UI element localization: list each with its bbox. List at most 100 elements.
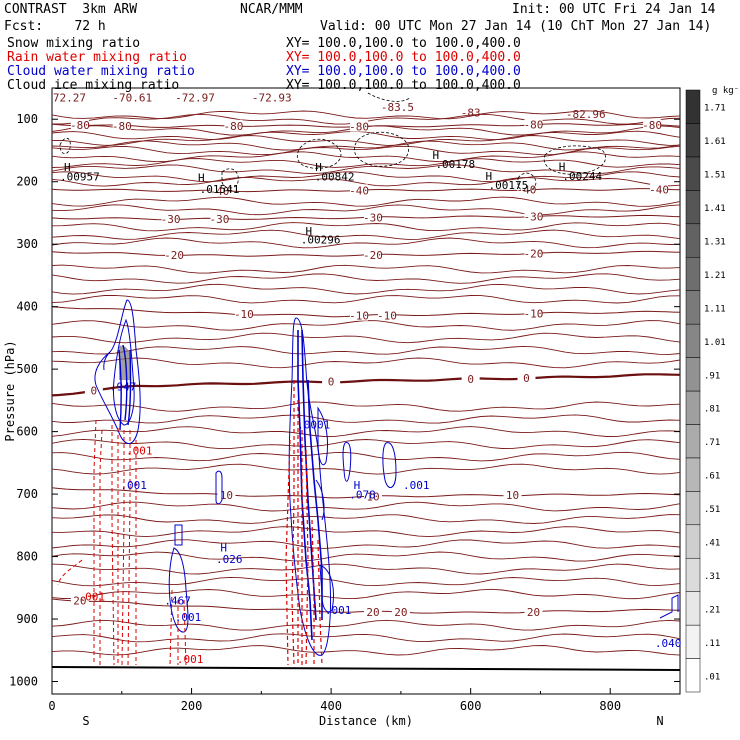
isotherm-line <box>51 145 681 156</box>
min-max-label: -83.5 <box>381 101 414 114</box>
isotherm-line <box>51 204 681 216</box>
isotherm-label-text: 10 <box>366 491 379 504</box>
y-tick-label: 700 <box>16 487 38 501</box>
isotherm-label: 0 <box>84 384 103 398</box>
colorbar-label: .11 <box>704 639 720 649</box>
colorbar-swatch <box>685 223 701 258</box>
y-tick-label: 200 <box>16 175 38 189</box>
isotherm-label-text: -10 <box>349 310 369 323</box>
legend-name-snow: Snow mixing ratio <box>7 36 141 51</box>
cloud-water-contour <box>215 470 223 505</box>
isotherm-label-text: -80 <box>223 120 243 133</box>
cloud-water-contour <box>382 442 397 488</box>
y-tick-label: 1000 <box>9 675 38 689</box>
isotherm-label: -40 <box>210 184 229 198</box>
plot-frame <box>51 87 681 695</box>
min-max-label: H <box>559 160 566 173</box>
isotherm-line <box>51 539 681 549</box>
isotherm-label-text: 10 <box>506 489 519 502</box>
colorbar-label: 1.71 <box>704 104 726 114</box>
x-axis-label: Distance (km) <box>319 714 413 728</box>
colorbar-swatch <box>685 323 701 358</box>
isotherm-label: -80 <box>349 120 369 134</box>
min-max-label: -72.93 <box>252 92 292 105</box>
isotherm-label: 20 <box>524 605 543 619</box>
colorbar-swatch <box>685 491 701 526</box>
isotherm-label: -30 <box>210 212 229 226</box>
min-max-label: .078 <box>349 488 376 501</box>
isotherm-label: -30 <box>161 213 181 226</box>
colorbar: g kg⁻¹ .01 .11 .21 .31 .41 .51 .61 .71 .81 .91 1.01… <box>685 86 740 693</box>
isotherm-line <box>51 463 681 475</box>
isotherm-label-text: -10 <box>377 309 397 322</box>
isotherm-line <box>51 222 681 232</box>
min-max-label: H <box>220 542 227 555</box>
cloud-ice-contour <box>517 172 537 192</box>
isotherm-line <box>51 401 681 412</box>
isotherm-label: -80 <box>112 119 132 133</box>
colorbar-swatch <box>685 624 701 659</box>
isotherm-label: -30 <box>363 211 383 225</box>
colorbar-label: 1.51 <box>704 171 726 181</box>
isotherm-line <box>51 645 681 656</box>
isotherm-label-text: -20 <box>363 249 383 262</box>
isotherm-label: 0 <box>461 373 480 386</box>
isotherm-label-text: -20 <box>524 247 544 260</box>
isotherm-line <box>51 283 681 295</box>
isotherm-label-text: 0 <box>91 385 98 398</box>
isotherm-label-text: -80 <box>112 120 132 133</box>
isotherm-label-text: -80 <box>524 119 544 132</box>
end-label-left: S <box>82 714 89 728</box>
rain-water-contour <box>57 559 83 586</box>
y-tick-label: 800 <box>16 550 38 564</box>
colorbar-label: 1.31 <box>704 238 726 248</box>
isotherms: -80 -80 -80 -80 -80 -80 -40 -40 -40 -40 -30 -30 -30 -… <box>51 110 681 656</box>
colorbar-swatch <box>685 424 701 459</box>
min-max-label: 72.27 <box>53 92 86 105</box>
isotherm-line <box>51 563 681 575</box>
isotherm-label-text: 0 <box>523 372 530 385</box>
cloud-ice-contour <box>59 137 71 155</box>
cloud-water-contour <box>319 564 334 613</box>
min-max-label: .00178 <box>435 158 475 171</box>
colorbar-label: .91 <box>704 371 720 381</box>
isotherm-line <box>51 229 681 240</box>
isotherm-label: -80 <box>642 119 662 132</box>
isotherm-label: 0 <box>517 372 536 385</box>
min-max-label: .001 <box>175 611 202 624</box>
isotherm-label-text: -10 <box>524 307 544 320</box>
legend-xy-cloud-ice: XY= 100.0,100.0 to 100.0,400.0 <box>286 78 521 93</box>
isotherm-line <box>51 514 681 524</box>
min-max-label: .001 <box>325 604 352 617</box>
forecast-hour: Fcst: 72 h <box>4 19 106 34</box>
cloud-ice-contour <box>296 138 342 169</box>
rain-water-contour <box>285 380 323 666</box>
cloud-ice-contour <box>543 145 606 175</box>
rain-water-contour <box>93 419 137 666</box>
isotherm-label-text: -10 <box>234 308 254 321</box>
isotherm-label: 10 <box>217 488 236 502</box>
min-max-label: .00296 <box>301 234 341 247</box>
isotherm-label-text: -40 <box>517 184 537 197</box>
storm-cells <box>57 92 679 666</box>
isotherm-line <box>51 633 681 643</box>
cloud-ice-contour <box>221 168 239 189</box>
colorbar-label: .71 <box>704 438 720 448</box>
colorbar-swatch <box>685 557 701 592</box>
colorbar-swatch <box>685 156 701 191</box>
legend-xy-rain: XY= 100.0,100.0 to 100.0,400.0 <box>286 50 521 65</box>
cloud-water-contour <box>342 441 352 482</box>
run-title: CONTRAST 3km ARW <box>4 2 138 17</box>
model-org: NCAR/MMM <box>240 2 303 17</box>
isotherm-label: 10 <box>363 490 382 504</box>
min-max-label: -72.97 <box>175 92 215 105</box>
y-tick-label: 300 <box>16 237 38 251</box>
colorbar-label: .61 <box>704 472 720 482</box>
colorbar-swatch <box>685 89 701 124</box>
isotherm-label: -40 <box>649 183 669 196</box>
colorbar-label: 1.11 <box>704 304 726 314</box>
isotherm-0 <box>51 373 681 397</box>
isotherm-label-text: 20 <box>527 606 540 619</box>
isotherm-line <box>51 588 681 600</box>
